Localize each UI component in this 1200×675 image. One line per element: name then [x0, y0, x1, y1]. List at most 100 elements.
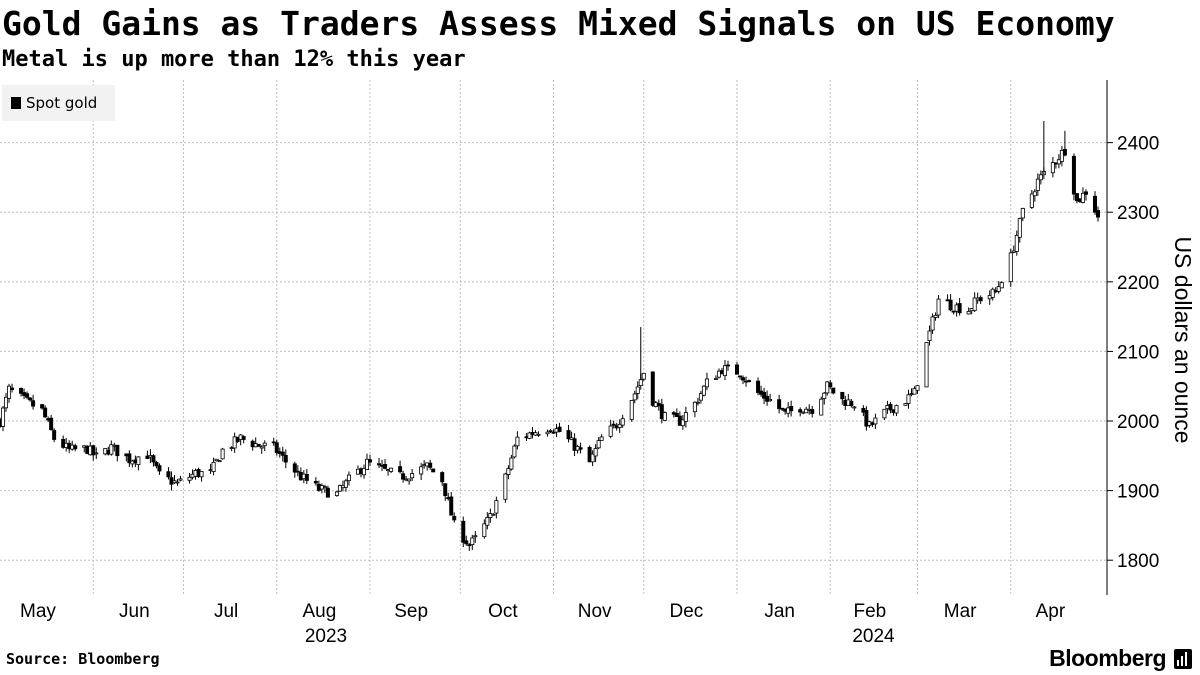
- candle: [768, 393, 773, 402]
- candle: [828, 380, 833, 389]
- chart-title: Gold Gains as Traders Assess Mixed Signa…: [2, 4, 1115, 43]
- candle-body: [629, 400, 634, 420]
- candle-body: [659, 404, 664, 419]
- candle-body: [930, 316, 935, 331]
- candle-body: [52, 430, 57, 440]
- candle-body: [533, 432, 538, 436]
- x-tick-label: Mar: [944, 601, 977, 622]
- candle-body: [506, 468, 511, 475]
- legend: Spot gold: [2, 85, 115, 121]
- candle: [494, 496, 499, 519]
- candle-body: [151, 455, 156, 463]
- candles: [0, 121, 1101, 551]
- candle-body: [1, 407, 6, 427]
- candle-body: [1029, 193, 1034, 208]
- candle-body: [882, 408, 887, 419]
- candle: [443, 483, 448, 501]
- candle-body: [127, 453, 132, 464]
- candle-body: [906, 394, 911, 404]
- candle: [7, 383, 12, 403]
- candle-body: [211, 461, 216, 472]
- candle-body: [822, 392, 827, 399]
- candle: [452, 512, 457, 523]
- candle-body: [10, 387, 15, 390]
- candle: [365, 453, 370, 470]
- candle-body: [262, 442, 267, 447]
- candle: [698, 390, 703, 404]
- legend-label: Spot gold: [26, 94, 97, 112]
- candle: [695, 397, 700, 406]
- candle-body: [334, 491, 339, 496]
- candle-body: [948, 299, 953, 311]
- candle-body: [365, 458, 370, 470]
- x-tick-label: Oct: [488, 601, 518, 622]
- candle-body: [1020, 208, 1025, 219]
- candle-body: [28, 397, 33, 401]
- candle: [674, 408, 679, 417]
- candle: [704, 372, 709, 391]
- candle: [825, 380, 830, 396]
- candle: [659, 398, 664, 424]
- x-tick-label: Feb: [854, 601, 887, 622]
- candle: [485, 512, 490, 530]
- x-tick-label: Apr: [1036, 601, 1066, 622]
- candle-body: [557, 426, 562, 432]
- candle: [1059, 146, 1064, 167]
- candle: [337, 484, 342, 492]
- candle: [262, 440, 267, 452]
- candle: [608, 419, 613, 439]
- candle-body: [25, 393, 30, 398]
- candle: [4, 393, 9, 412]
- candle: [43, 405, 48, 419]
- candle-body: [7, 385, 12, 399]
- y-axis-title: US dollars an ounce: [1170, 236, 1196, 443]
- candle: [864, 406, 869, 431]
- candle: [798, 407, 803, 417]
- candle-body: [572, 438, 577, 451]
- candle: [1, 405, 6, 432]
- candle-body: [1017, 218, 1022, 238]
- candle: [1035, 173, 1040, 196]
- candle: [1056, 154, 1061, 169]
- gridlines: [0, 80, 1107, 595]
- candle-body: [545, 431, 550, 435]
- candle: [777, 394, 782, 414]
- candle: [49, 414, 54, 431]
- candle-body: [73, 445, 78, 450]
- candle: [888, 402, 893, 414]
- candle-body: [819, 398, 824, 416]
- candle-body: [232, 436, 237, 449]
- candle-body: [789, 405, 794, 412]
- x-tick-label: Jun: [119, 601, 150, 622]
- candle: [650, 371, 655, 407]
- candle: [789, 400, 794, 417]
- candle: [716, 368, 721, 379]
- candle: [915, 385, 920, 394]
- candle: [906, 389, 911, 409]
- candle-body: [115, 444, 120, 457]
- candle-body: [1032, 191, 1037, 197]
- candle: [533, 430, 538, 436]
- candle-body: [873, 417, 878, 425]
- candle-body: [966, 311, 971, 315]
- candle-body: [464, 540, 469, 545]
- candle-body: [828, 382, 833, 388]
- candle: [467, 543, 472, 551]
- candle: [933, 312, 938, 321]
- candle-body: [377, 463, 382, 466]
- candle-body: [40, 404, 45, 409]
- candle: [527, 431, 532, 440]
- bloomberg-terminal-icon: [1174, 649, 1192, 669]
- candle-body: [978, 297, 983, 302]
- candle-body: [912, 388, 917, 395]
- candle: [509, 454, 514, 471]
- candle-body: [1096, 210, 1101, 218]
- candle: [127, 450, 132, 468]
- candle-body: [638, 379, 643, 386]
- candle: [410, 469, 415, 481]
- candle: [927, 325, 932, 346]
- candle: [361, 464, 366, 479]
- candle: [1080, 187, 1085, 204]
- candle-body: [361, 468, 366, 476]
- candle-body: [19, 387, 24, 394]
